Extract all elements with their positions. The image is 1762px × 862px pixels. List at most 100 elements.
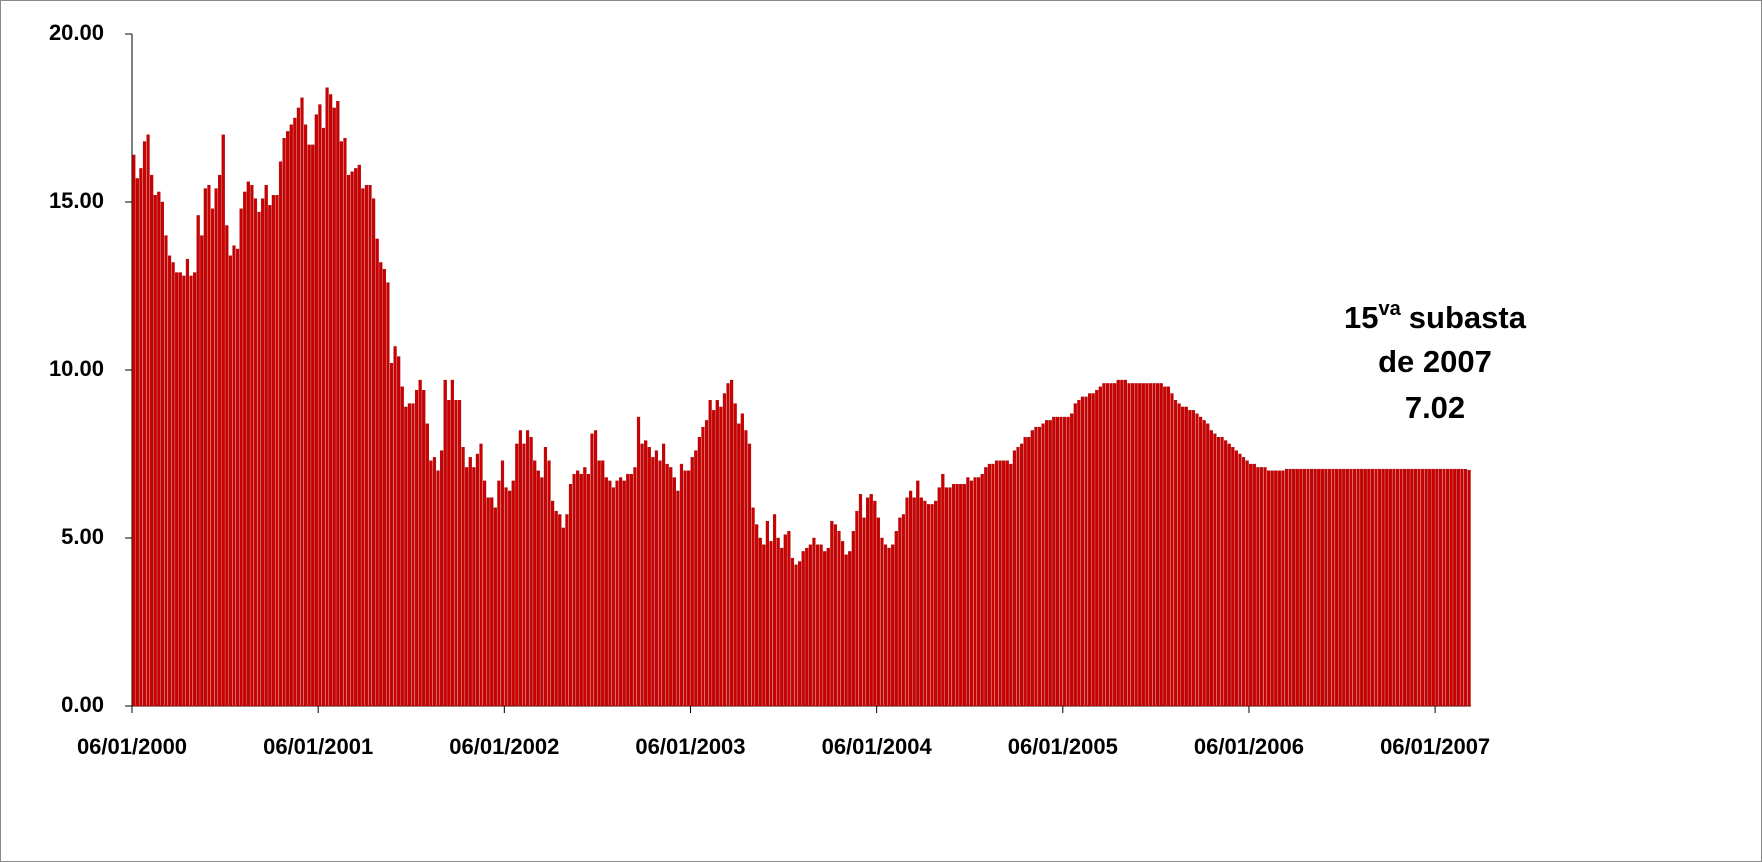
bar (486, 497, 490, 707)
x-tick-label: 06/01/2000 (77, 734, 187, 759)
bar (389, 363, 394, 707)
bar (436, 470, 440, 707)
bar (1385, 468, 1389, 707)
bar (1041, 423, 1045, 707)
bar (665, 463, 669, 707)
bar (1059, 416, 1063, 707)
bar (1088, 393, 1092, 707)
bar (851, 531, 855, 707)
bar (1156, 383, 1160, 707)
annotation: 15va subasta (1344, 298, 1527, 335)
bar (912, 497, 916, 707)
bar (1417, 468, 1421, 707)
bar (744, 430, 748, 707)
bar (1045, 420, 1049, 707)
bar (286, 131, 290, 707)
y-tick-label: 20.00 (49, 20, 104, 45)
bar (296, 107, 301, 707)
bar (475, 453, 480, 707)
bar (146, 134, 150, 707)
bar (1442, 468, 1446, 707)
bar (1309, 468, 1314, 707)
bar (959, 484, 963, 707)
bar (235, 248, 240, 707)
bar (905, 497, 909, 707)
bar (604, 477, 608, 707)
bar (336, 100, 340, 707)
bar (1019, 443, 1024, 707)
bar (923, 500, 927, 707)
bar (139, 168, 143, 707)
bar (994, 460, 999, 707)
bar (529, 437, 533, 707)
bar (1352, 468, 1357, 707)
bar (694, 450, 698, 707)
bar (1381, 468, 1385, 707)
bar (962, 484, 966, 707)
bar (1238, 453, 1242, 707)
bar (1245, 460, 1249, 707)
bar (1270, 470, 1274, 707)
bar (1288, 468, 1292, 707)
bar (1406, 468, 1410, 707)
bar (794, 564, 798, 707)
bar (1438, 468, 1443, 707)
bar (271, 195, 275, 707)
bar (948, 487, 952, 707)
bar (379, 262, 383, 707)
bar (203, 188, 207, 707)
bar (561, 527, 565, 707)
bar (1027, 437, 1031, 707)
bar (1148, 383, 1153, 707)
bar (1145, 383, 1149, 707)
bar (1095, 389, 1099, 707)
bar (651, 457, 655, 707)
bar (873, 500, 877, 707)
bar (150, 174, 154, 707)
bar (382, 269, 386, 707)
x-tick-label: 06/01/2004 (822, 734, 933, 759)
bar (1209, 430, 1213, 707)
bar (1249, 463, 1253, 707)
bar (164, 235, 168, 707)
bar (636, 416, 641, 707)
bar (848, 551, 852, 707)
bar (1388, 468, 1392, 707)
bar (343, 137, 347, 707)
bar (1173, 400, 1178, 707)
bar (1138, 383, 1142, 707)
bar (479, 443, 483, 707)
bar (1016, 447, 1020, 707)
bar (1159, 383, 1163, 707)
bar (568, 484, 573, 707)
bar (590, 433, 594, 707)
bar (772, 514, 777, 707)
bar (798, 561, 802, 707)
bar (1299, 468, 1303, 707)
bar (701, 426, 705, 707)
bar (708, 400, 712, 707)
bar (246, 181, 250, 707)
bar (318, 104, 322, 707)
bar (1184, 406, 1188, 707)
bar (712, 410, 716, 707)
bar (1435, 468, 1439, 707)
bar (633, 467, 637, 707)
bar (525, 430, 530, 707)
bar (676, 490, 680, 707)
bar (303, 124, 308, 707)
bar (1052, 416, 1056, 707)
y-tick-label: 15.00 (49, 188, 104, 213)
bar (690, 457, 694, 707)
bar (1224, 440, 1228, 707)
bar (833, 524, 838, 707)
bar (894, 531, 898, 707)
bar (232, 245, 236, 707)
bar (837, 531, 841, 707)
bar (876, 517, 880, 707)
bar (1431, 468, 1435, 707)
bar (1070, 413, 1074, 707)
x-tick-label: 06/01/2001 (263, 734, 373, 759)
x-tick-label: 06/01/2005 (1008, 734, 1118, 759)
bar (193, 272, 197, 707)
